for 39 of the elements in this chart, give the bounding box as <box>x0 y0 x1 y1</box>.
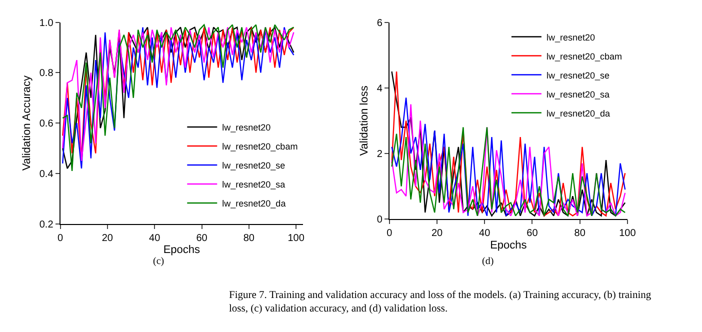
y-axis-title: Validation Accuracy <box>21 74 34 171</box>
x-tick-label: 100 <box>619 228 636 240</box>
legend-label: lw_resnet20 <box>546 32 595 42</box>
caption: Figure 7. Training and validation accuracy and loss of the models. (a) Training accuracy, (b) training loss, (c) validation accuracy, and (d) validation loss. <box>229 290 652 315</box>
x-tick-label: 100 <box>288 232 305 244</box>
text: (c) <box>153 256 164 267</box>
x-tick-label: 60 <box>196 232 208 244</box>
legend-label: lw_resnet20_sa <box>546 89 610 100</box>
legend-label: lw_resnet20 <box>222 122 271 132</box>
y-tick-label: 0.6 <box>39 118 54 130</box>
x-tick-label: 40 <box>149 232 161 244</box>
y-tick-label: 2 <box>376 148 383 160</box>
text: (d) <box>482 256 494 267</box>
x-tick-label: 0 <box>57 232 64 244</box>
y-tick-label: 0 <box>376 214 383 226</box>
line-series <box>391 126 626 216</box>
y-tick-label: 0.8 <box>39 68 54 80</box>
legend-label: lw_resnet20_se <box>222 160 286 170</box>
legend-label: lw_resnet20_da <box>546 108 610 118</box>
y-axis-title: Validation loss <box>358 85 370 156</box>
x-axis-title: Epochs <box>490 239 528 252</box>
legend-label: lw_resnet20_da <box>222 198 286 208</box>
x-tick-label: 40 <box>479 228 491 240</box>
x-tick-label: 20 <box>431 228 444 240</box>
x-axis-title: Epochs <box>163 244 201 256</box>
legend-label: lw_resnet20_sa <box>222 179 286 190</box>
x-tick-label: 60 <box>526 228 538 240</box>
legend-label: lw_resnet20_cbam <box>222 141 298 152</box>
y-tick-label: 1.0 <box>39 18 54 29</box>
y-tick-label: 0.2 <box>39 219 54 230</box>
y-tick-label: 4 <box>376 83 383 94</box>
x-tick-label: 80 <box>243 232 255 244</box>
x-tick-label: 20 <box>102 232 114 244</box>
y-tick-label: 6 <box>376 18 383 29</box>
legend-label: lw_resnet20_se <box>546 70 610 80</box>
x-tick-label: 0 <box>386 228 393 240</box>
x-tick-label: 80 <box>574 228 586 240</box>
y-tick-label: 0.4 <box>39 168 54 180</box>
legend-label: lw_resnet20_cbam <box>546 51 622 62</box>
